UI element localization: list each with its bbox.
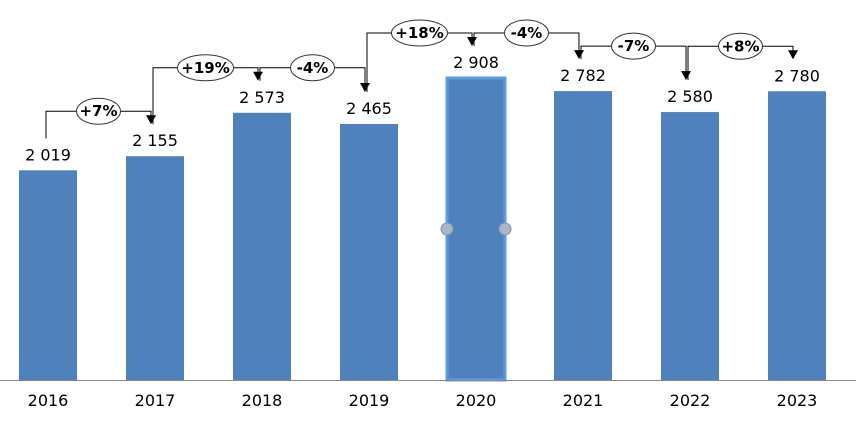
bar-2023[interactable] [768,91,826,381]
change-bubble [177,54,234,82]
change-label: -7% [618,37,650,55]
bar-2020[interactable] [445,76,507,382]
change-label: -4% [297,59,329,77]
x-tick-label: 2021 [563,391,604,410]
change-label: +8% [721,37,759,55]
bar-2022[interactable] [661,112,719,381]
bar-2019[interactable] [340,124,398,380]
value-label: 2 019 [25,145,71,164]
change-label: -4% [511,24,543,42]
arrow-head-icon [360,83,370,93]
value-label: 2 580 [667,87,713,106]
change-label: +19% [181,59,229,77]
x-tick-label: 2018 [242,391,283,410]
change-label: +18% [395,24,443,42]
value-label: 2 573 [239,88,285,107]
bar-2018[interactable] [233,112,291,381]
x-tick-label: 2017 [135,391,176,410]
arrow-head-icon [253,71,263,81]
change-label: +7% [79,102,117,120]
value-label: 2 782 [560,66,606,85]
arrow-head-icon [574,50,584,60]
value-label: 2 465 [346,99,392,118]
x-tick-label: 2016 [28,391,69,410]
x-tick-label: 2020 [456,391,497,410]
change-bubble [391,19,448,47]
bar-2016[interactable] [19,170,77,380]
x-tick-label: 2023 [777,391,818,410]
change-bubble [76,97,121,125]
arrow-head-icon [467,37,477,46]
arrow-head-icon [146,115,156,125]
change-bubble [718,32,763,60]
value-label: 2 908 [453,53,499,72]
bar-2021[interactable] [554,91,612,381]
change-bubble [504,19,549,47]
arrow-head-icon [788,50,798,60]
x-tick-label: 2019 [349,391,390,410]
change-bubble [290,54,335,82]
value-label: 2 780 [774,66,820,85]
bar-2017[interactable] [126,156,184,380]
arrow-head-icon [681,71,691,81]
selection-handle [498,222,512,236]
selection-handle [440,222,454,236]
value-label: 2 155 [132,131,178,150]
x-tick-label: 2022 [670,391,711,410]
change-bubble [611,32,656,60]
